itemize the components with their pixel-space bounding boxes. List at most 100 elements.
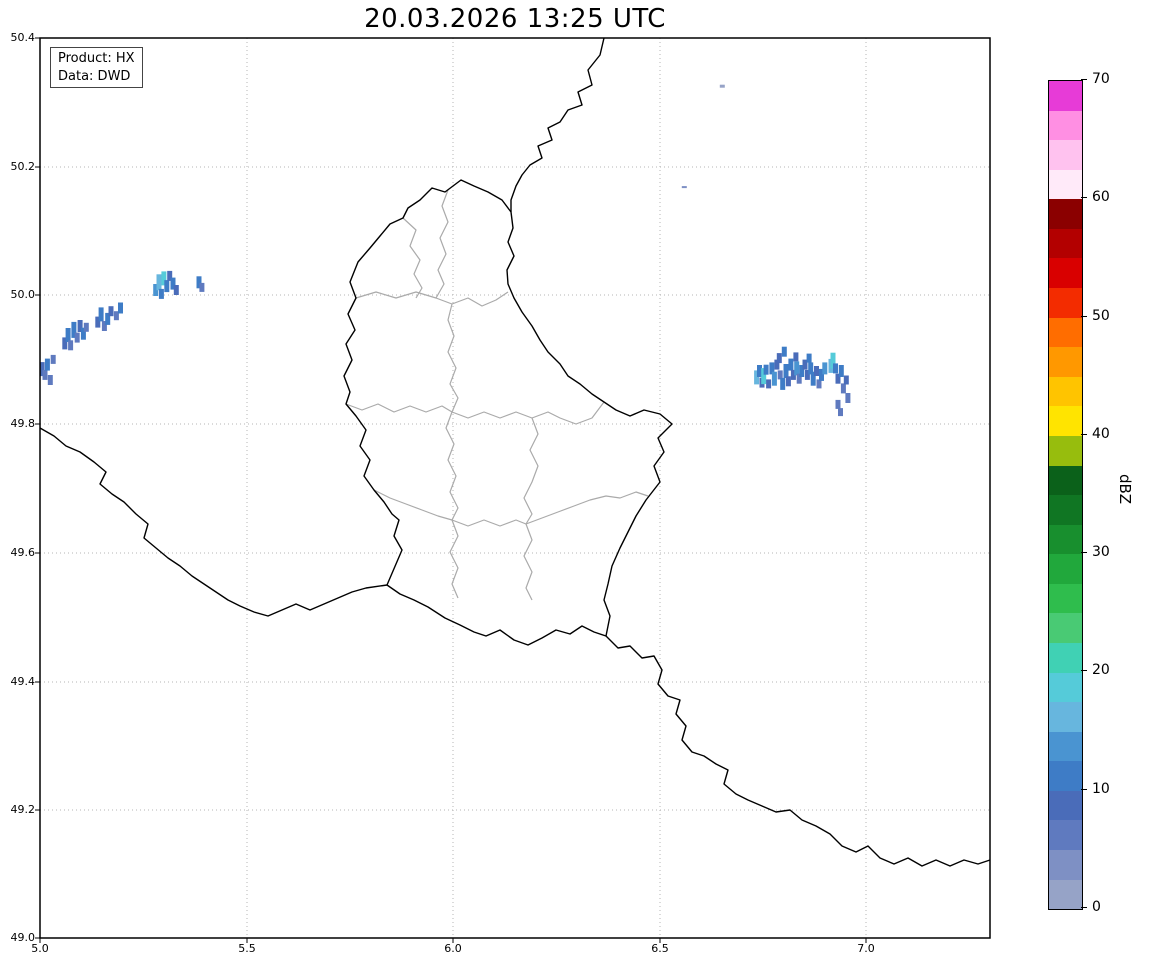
y-tick-label: 50.0 [10,288,36,301]
colorbar-segment [1049,495,1082,525]
radar-echo-cell [763,364,769,375]
radar-echo-cell [196,276,202,289]
radar-echo-cell [71,321,77,338]
y-tick-label: 49.8 [10,417,36,430]
x-tick-label: 7.0 [857,942,875,955]
radar-echo-cell [199,282,205,292]
radar-echo-cell [843,375,849,385]
radar-echo-cell [830,352,836,369]
radar-echo-cell [845,393,851,403]
radar-echo-cell [816,379,822,389]
radar-echo-cell [810,371,816,386]
radar-echo-cell [77,320,83,332]
radar-echo-cell [776,353,782,364]
radar-echo-cell [754,370,760,385]
colorbar-segment [1049,199,1082,229]
radar-echo-cell [835,373,841,384]
info-product: Product: HX [58,51,135,66]
y-tick-label: 49.2 [10,803,36,816]
colorbar-segment [1049,672,1082,703]
radar-echo-cell [113,311,119,321]
radar-echo-cell [781,346,787,357]
border-luxembourg [343,179,673,646]
colorbar-segment [1049,731,1082,762]
colorbar-segment [1049,554,1082,584]
radar-echo-cell [50,354,56,364]
radar-echo-cell [681,186,687,189]
colorbar-unit-label: dBZ [1116,473,1135,505]
radar-echo-cell [794,361,800,376]
radar-echo-cell [47,375,53,385]
colorbar-segment [1049,81,1082,111]
radar-echo-cell [164,280,170,293]
radar-echo-cell [783,364,789,378]
colorbar-segment [1049,228,1082,259]
radar-echo-cell [105,312,111,325]
radar-echo-cell [757,365,762,377]
colorbar-segment [1049,879,1082,910]
radar-echo-cell [62,337,68,350]
radar-echo-cell [118,302,123,314]
colorbar-segment [1049,642,1082,673]
radar-echo-cell [101,321,107,331]
colorbar-segment [1049,761,1082,791]
radar-echo-cell [790,369,796,380]
x-tick-label: 5.0 [31,942,49,955]
gridlines [40,38,990,938]
y-tick-label: 49.0 [10,931,36,944]
radar-echo-cell [170,277,176,290]
radar-echo-cell [793,352,799,362]
colorbar-segment [1049,347,1082,377]
colorbar-segment [1049,288,1082,318]
colorbar-tick-label: 20 [1081,662,1110,678]
radar-echo-cell [822,362,828,375]
colorbar-segment [1049,465,1082,496]
radar-echo-cell [804,369,810,380]
colorbar-segment [1049,169,1082,200]
colorbar [1048,80,1083,910]
radar-echo-cell [814,366,819,376]
radar-echo-cell [98,307,104,322]
radar-echo-cell [785,376,791,387]
y-tick-label: 50.2 [10,160,36,173]
radar-echo-cell [44,358,50,371]
radar-echo-cell [74,332,80,343]
y-tick-label: 49.6 [10,546,36,559]
radar-echo-cell [806,353,812,363]
border-be-de [510,37,605,212]
colorbar-segment [1049,850,1082,880]
radar-echo-cell [153,284,159,296]
radar-echo-cell [156,274,162,291]
radar-echo-cell [68,340,74,351]
radar-echo-cell [802,359,808,370]
colorbar-tick-label: 10 [1081,781,1110,797]
axis-tick-marks [35,37,867,943]
border-be-fr [39,427,388,617]
colorbar-tick-label: 70 [1081,71,1110,87]
radar-echo-cell [838,408,843,417]
plot-title: 20.03.2026 13:25 UTC [364,4,666,34]
colorbar-segment [1049,110,1082,141]
colorbar-segment [1049,140,1082,170]
radar-echo-cell [808,362,814,375]
y-tick-label: 50.4 [10,31,36,44]
radar-echo-cell [777,370,783,380]
radar-echo-cell [796,373,802,384]
country-borders [39,37,991,867]
radar-echo-cell [39,362,45,377]
colorbar-segment [1049,317,1082,348]
radar-echo-cell [158,288,164,299]
radar-echo-cell [771,371,777,386]
radar-echo-cell [42,369,48,380]
radar-echo-cell [161,271,167,286]
x-tick-label: 6.5 [651,942,669,955]
radar-echo-cell [167,270,173,281]
radar-echo-cell [769,362,775,375]
radar-echo-cell [833,363,838,374]
colorbar-segment [1049,790,1082,821]
radar-echo-cell [780,377,786,390]
border-fr-de [605,635,991,867]
radar-echo-cell [83,322,89,332]
